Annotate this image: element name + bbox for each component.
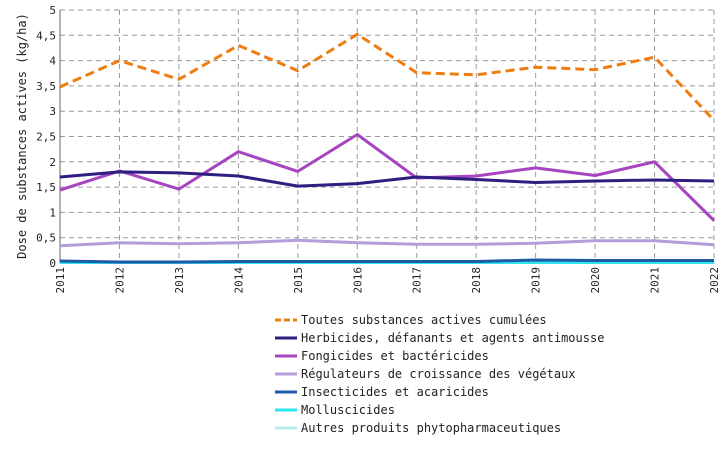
y-tick-label: 0 (49, 257, 56, 270)
y-tick-label: 1 (49, 206, 56, 219)
y-tick-label: 0,5 (36, 232, 56, 245)
x-tick-label: 2018 (470, 267, 483, 294)
series-line (59, 238, 715, 248)
series-lines (59, 32, 716, 264)
legend-label: Régulateurs de croissance des végétaux (301, 367, 576, 381)
legend-label: Insecticides et acaricides (301, 385, 489, 399)
x-tick-label: 2011 (54, 267, 67, 294)
x-tick-label: 2014 (232, 267, 245, 294)
legend: Toutes substances actives cumulées Herbic… (275, 313, 604, 435)
x-tick-label: 2016 (351, 267, 364, 294)
y-tick-label: 3 (49, 105, 56, 118)
y-tick-label: 4,5 (36, 29, 56, 42)
legend-label: Autres produits phytopharmaceutiques (301, 421, 561, 435)
series-line (59, 170, 715, 188)
legend-label: Toutes substances actives cumulées (301, 313, 547, 327)
y-tick-label: 5 (49, 4, 56, 17)
y-tick-label: 2 (49, 156, 56, 169)
legend-label: Fongicides et bactéricides (301, 349, 489, 363)
x-tick-label: 2012 (113, 267, 126, 294)
y-tick-label: 1,5 (36, 181, 56, 194)
x-tick-label: 2020 (589, 267, 602, 294)
legend-label: Herbicides, défanants et agents antimous… (301, 331, 604, 345)
x-tick-label: 2015 (292, 267, 305, 294)
series-line (59, 258, 714, 264)
x-tick-label: 2017 (411, 267, 424, 294)
x-tick-label: 2013 (173, 267, 186, 294)
x-tick-label: 2021 (649, 267, 662, 294)
y-tick-label: 2,5 (36, 131, 56, 144)
y-tick-label: 3,5 (36, 80, 56, 93)
x-tick-label: 2022 (708, 267, 721, 294)
series-line (59, 133, 716, 222)
series-line (59, 32, 716, 122)
legend-label: Molluscicides (301, 403, 395, 417)
grid (59, 9, 715, 264)
y-tick-label: 4 (49, 55, 56, 68)
y-axis-label: Dose de substances actives (kg/ha) (15, 13, 29, 259)
x-tick-label: 2019 (530, 267, 543, 294)
